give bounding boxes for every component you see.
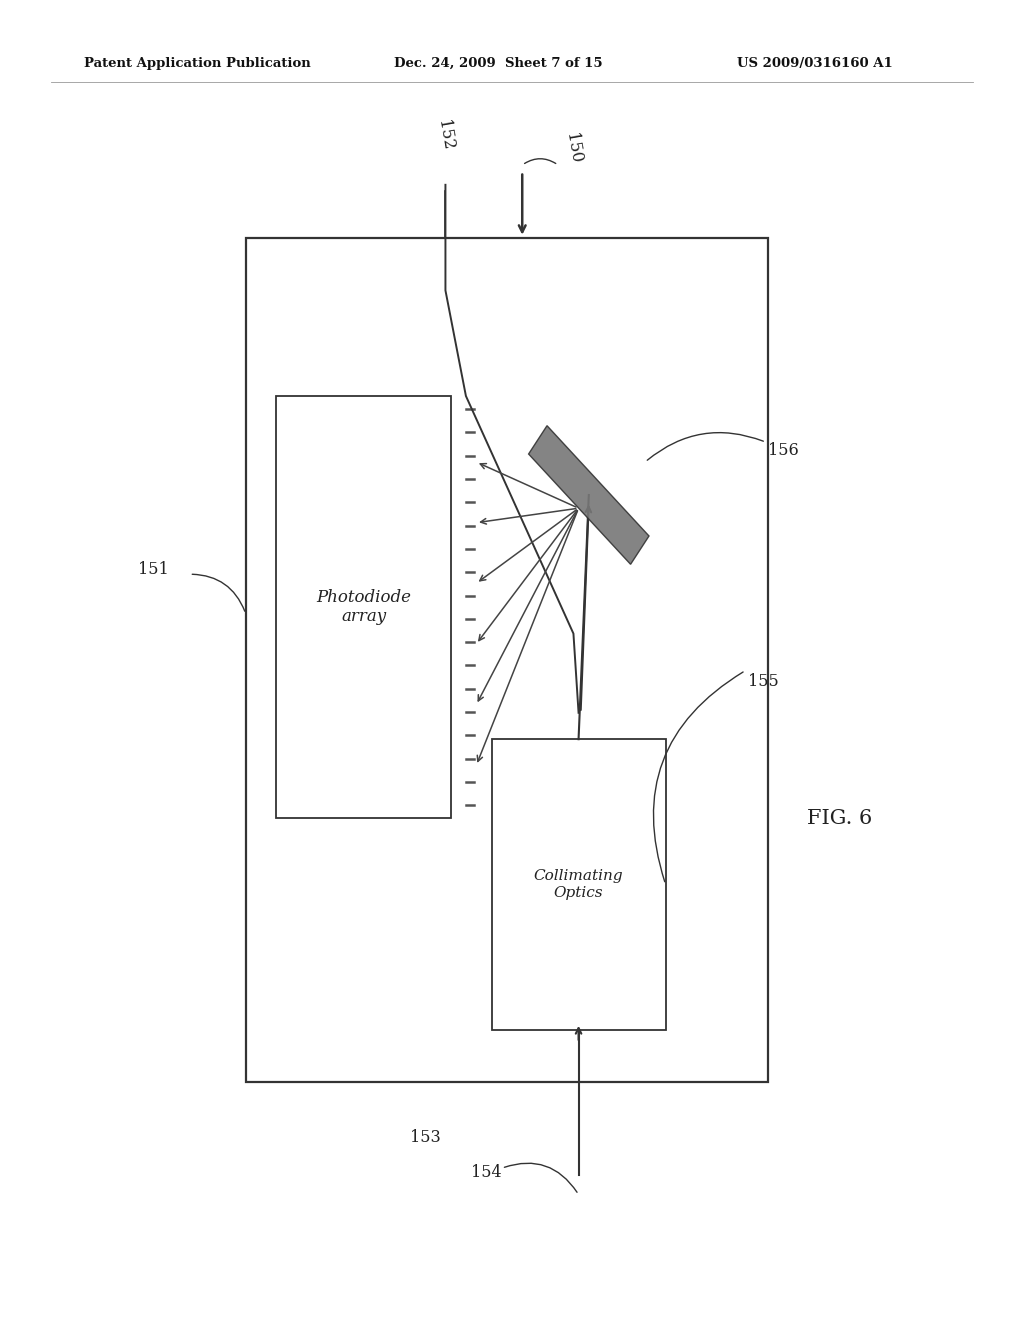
Text: Patent Application Publication: Patent Application Publication	[84, 57, 310, 70]
Text: 153: 153	[410, 1129, 440, 1146]
Text: Collimating
Optics: Collimating Optics	[534, 870, 624, 899]
Text: 151: 151	[138, 561, 169, 578]
Text: Photodiode
array: Photodiode array	[316, 589, 411, 626]
Text: Dec. 24, 2009  Sheet 7 of 15: Dec. 24, 2009 Sheet 7 of 15	[394, 57, 603, 70]
Polygon shape	[528, 425, 649, 565]
Text: US 2009/0316160 A1: US 2009/0316160 A1	[737, 57, 893, 70]
Text: 154: 154	[471, 1164, 502, 1181]
Text: 155: 155	[748, 673, 778, 690]
Text: 152: 152	[434, 119, 457, 152]
Text: 150: 150	[562, 132, 585, 165]
Text: FIG. 6: FIG. 6	[807, 809, 872, 828]
Text: 156: 156	[768, 442, 799, 459]
